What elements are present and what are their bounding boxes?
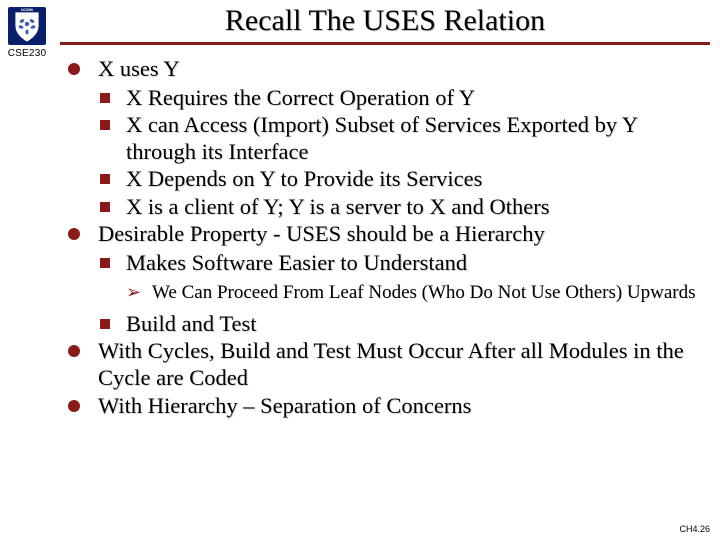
slide: UCONN CSE230 Recall The USES Relation X … xyxy=(0,0,720,540)
bullet-text: We Can Proceed From Leaf Nodes (Who Do N… xyxy=(152,282,696,303)
bullet-l2: X can Access (Import) Subset of Services… xyxy=(68,112,712,165)
bullet-l2: Makes Software Easier to Understand xyxy=(68,250,712,277)
bullet-l1: With Cycles, Build and Test Must Occur A… xyxy=(68,338,712,391)
bullet-text: With Cycles, Build and Test Must Occur A… xyxy=(98,338,684,390)
bullet-l1: With Hierarchy – Separation of Concerns xyxy=(68,393,712,420)
bullet-text: Desirable Property - USES should be a Hi… xyxy=(98,221,545,246)
bullet-text: X Depends on Y to Provide its Services xyxy=(126,166,482,191)
bullet-l2: X is a client of Y; Y is a server to X a… xyxy=(68,194,712,221)
bullet-text: Makes Software Easier to Understand xyxy=(126,250,467,275)
bullet-text: With Hierarchy – Separation of Concerns xyxy=(98,393,471,418)
bullet-l1: X uses Y xyxy=(68,56,712,83)
bullet-l2: X Requires the Correct Operation of Y xyxy=(68,85,712,112)
bullet-text: X Requires the Correct Operation of Y xyxy=(126,85,475,110)
bullet-l1: Desirable Property - USES should be a Hi… xyxy=(68,221,712,248)
bullet-l2: Build and Test xyxy=(68,311,712,338)
logo-block: UCONN CSE230 xyxy=(6,6,48,59)
title-rule xyxy=(60,42,710,45)
bullet-text: X is a client of Y; Y is a server to X a… xyxy=(126,194,549,219)
bullet-text: Build and Test xyxy=(126,311,257,336)
footer-page-number: CH4.26 xyxy=(679,524,710,534)
body-area: X uses Y X Requires the Correct Operatio… xyxy=(68,56,712,520)
bullet-text: X can Access (Import) Subset of Services… xyxy=(126,112,637,164)
bullet-text: X uses Y xyxy=(98,56,180,81)
course-code: CSE230 xyxy=(6,48,48,59)
uconn-logo-icon: UCONN xyxy=(7,6,47,46)
bullet-l2: X Depends on Y to Provide its Services xyxy=(68,166,712,193)
svg-text:UCONN: UCONN xyxy=(21,8,33,12)
title-area: Recall The USES Relation xyxy=(60,4,710,45)
slide-title: Recall The USES Relation xyxy=(60,4,710,38)
bullet-l3: We Can Proceed From Leaf Nodes (Who Do N… xyxy=(68,282,712,304)
